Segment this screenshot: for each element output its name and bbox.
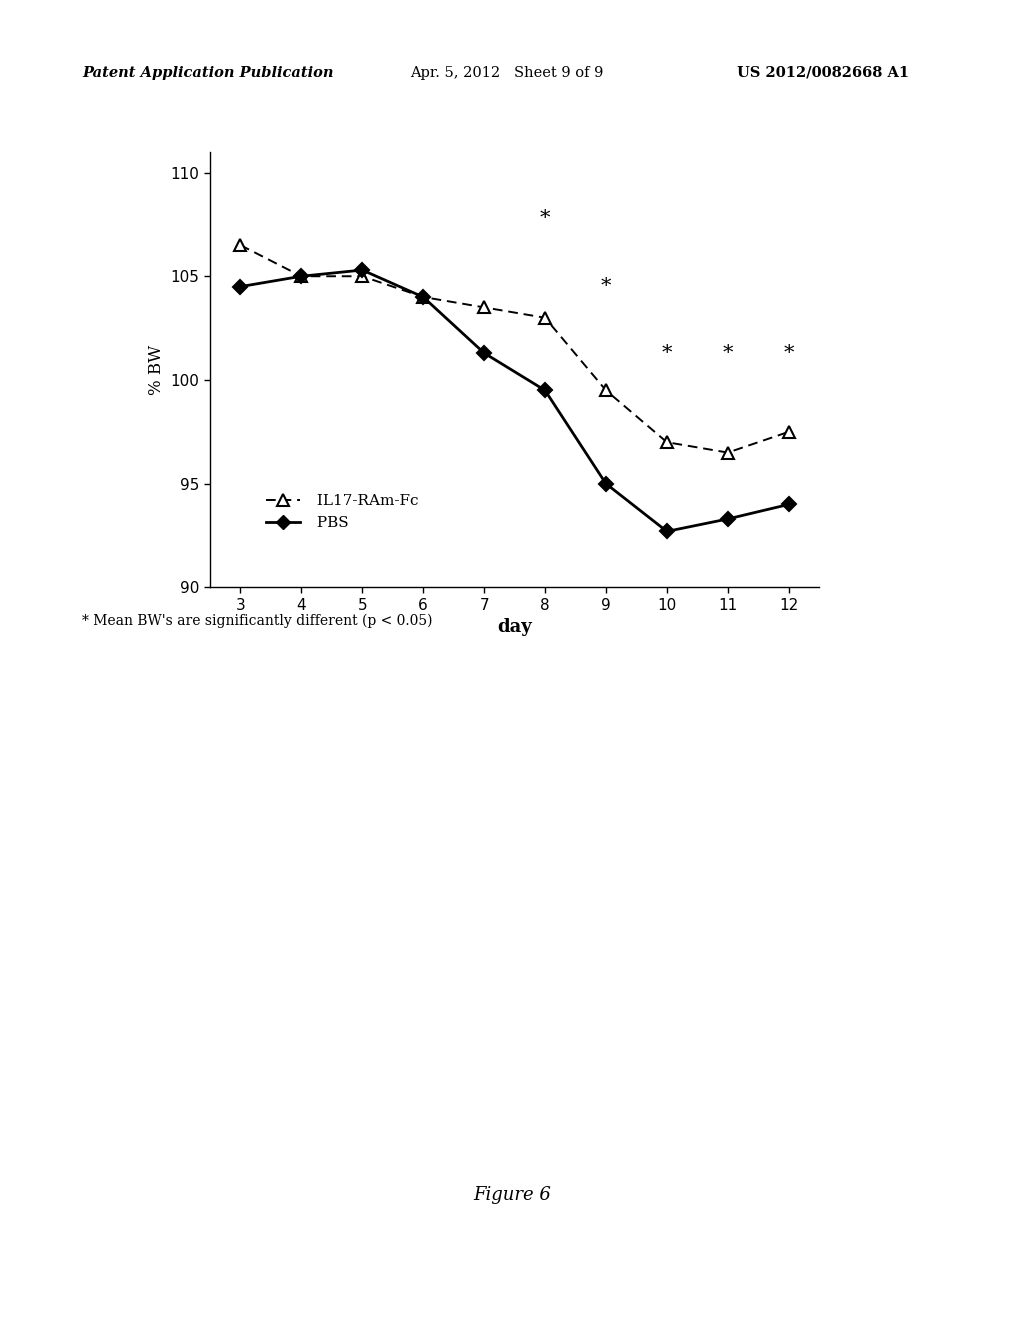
Text: Apr. 5, 2012   Sheet 9 of 9: Apr. 5, 2012 Sheet 9 of 9 bbox=[410, 66, 603, 79]
Text: *: * bbox=[783, 343, 794, 363]
Text: *: * bbox=[601, 277, 611, 296]
Text: Figure 6: Figure 6 bbox=[473, 1185, 551, 1204]
X-axis label: day: day bbox=[498, 618, 531, 636]
Y-axis label: % BW: % BW bbox=[148, 345, 165, 395]
Legend:  IL17-RAm-Fc,  PBS: IL17-RAm-Fc, PBS bbox=[260, 488, 425, 536]
Text: *: * bbox=[662, 343, 672, 363]
Text: *: * bbox=[723, 343, 733, 363]
Text: Patent Application Publication: Patent Application Publication bbox=[82, 66, 334, 79]
Text: * Mean BW's are significantly different (p < 0.05): * Mean BW's are significantly different … bbox=[82, 614, 432, 628]
Text: US 2012/0082668 A1: US 2012/0082668 A1 bbox=[737, 66, 909, 79]
Text: *: * bbox=[540, 209, 550, 227]
